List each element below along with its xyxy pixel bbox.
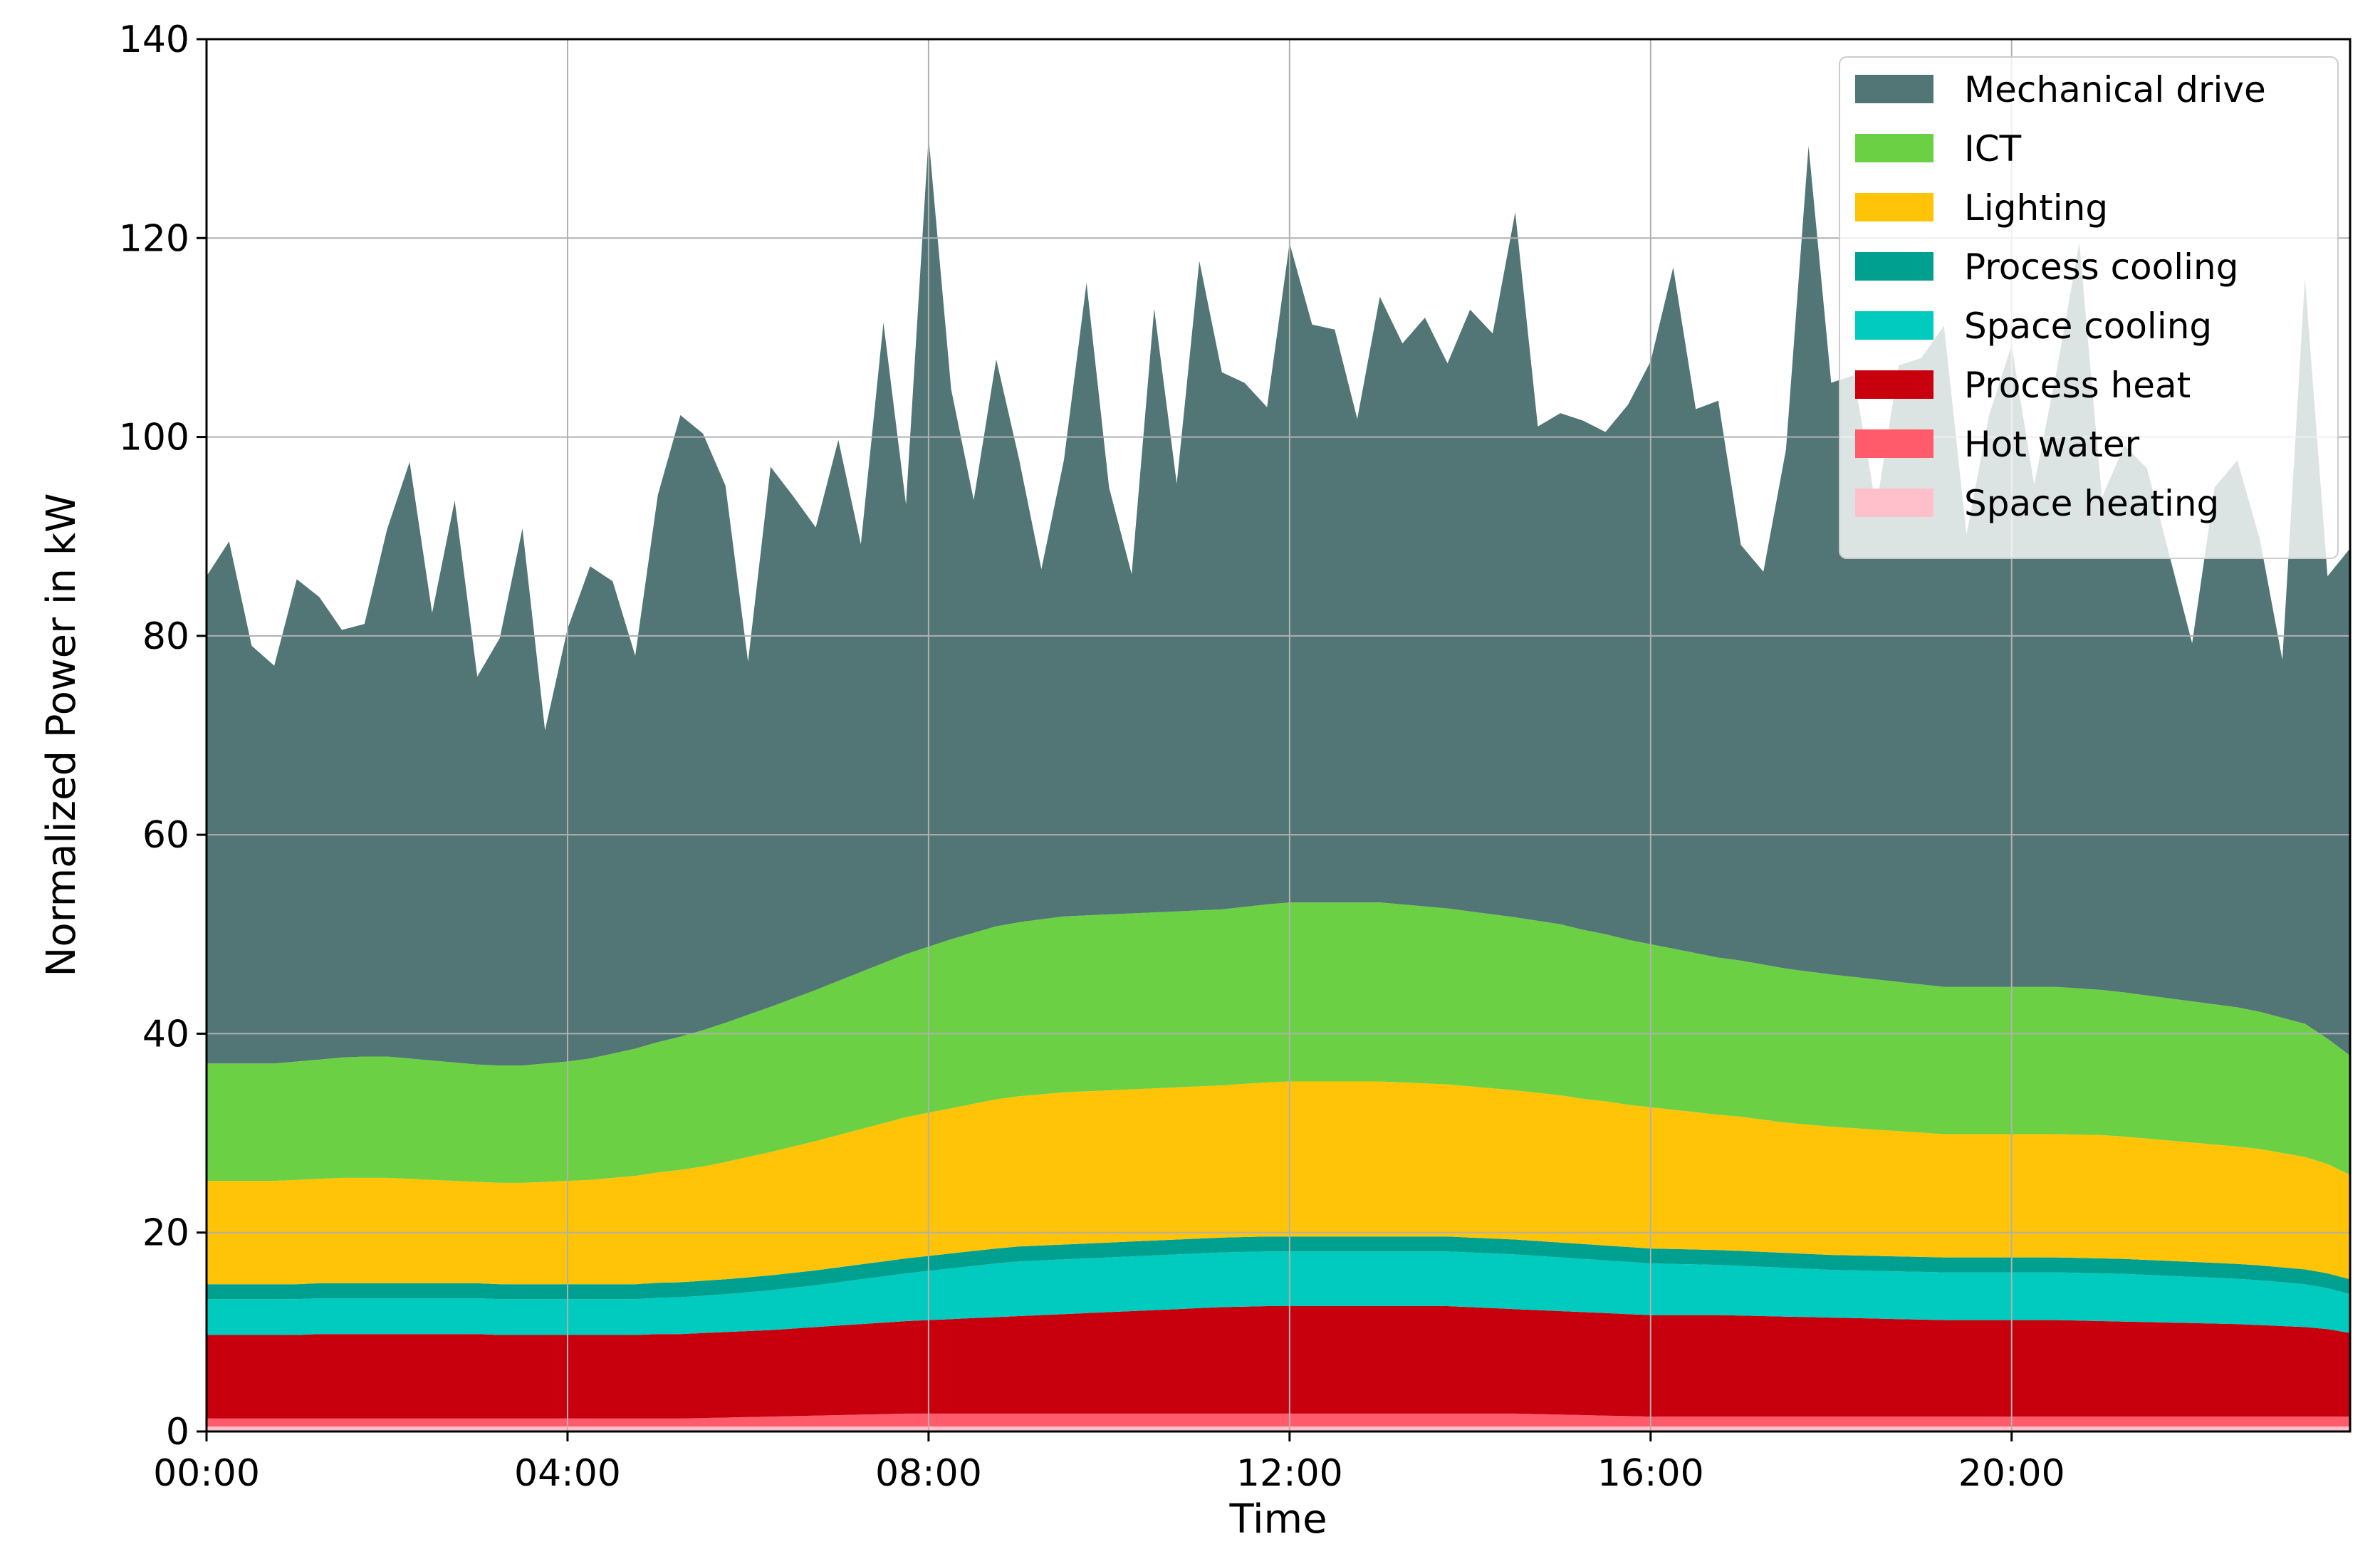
y-tick-label: 120 xyxy=(119,217,189,260)
y-tick-label: 100 xyxy=(119,417,189,459)
area-hot-water xyxy=(207,1413,2350,1426)
area-lighting xyxy=(207,1081,2350,1285)
legend-label: Process heat xyxy=(1964,365,2191,406)
y-axis-title: Normalized Power in kW xyxy=(38,493,85,976)
x-tick-label: 20:00 xyxy=(1958,1452,2065,1495)
legend-label: Lighting xyxy=(1964,187,2108,229)
y-tick-label: 140 xyxy=(119,19,189,61)
legend-swatch xyxy=(1855,429,1933,458)
legend-label: ICT xyxy=(1964,128,2022,169)
area-process-heat xyxy=(207,1306,2350,1419)
legend-swatch xyxy=(1855,370,1933,399)
x-axis-title: Time xyxy=(1228,1496,1327,1543)
x-tick-label: 00:00 xyxy=(153,1452,260,1495)
legend: Mechanical drive ICT Lighting Process cooli… xyxy=(1839,56,2339,559)
legend-swatch xyxy=(1855,252,1933,281)
area-space-cooling xyxy=(207,1251,2350,1335)
y-tick-label: 60 xyxy=(142,814,189,857)
legend-swatch xyxy=(1855,311,1933,340)
legend-swatch xyxy=(1855,75,1933,103)
plot-frame xyxy=(205,38,2352,1433)
area-space-heating xyxy=(207,1426,2350,1431)
y-tick-label: 40 xyxy=(142,1013,189,1055)
x-tick-label: 08:00 xyxy=(875,1452,982,1495)
legend-swatch xyxy=(1855,134,1933,162)
x-tick-label: 04:00 xyxy=(514,1452,621,1495)
y-tick-label: 0 xyxy=(166,1411,189,1454)
area-ict xyxy=(207,902,2350,1183)
y-tick-label: 20 xyxy=(142,1212,189,1255)
legend-box xyxy=(1839,56,2339,559)
legend-label: Process cooling xyxy=(1964,246,2238,288)
legend-swatch xyxy=(1855,193,1933,221)
x-tick-label: 12:00 xyxy=(1236,1452,1343,1495)
legend-label: Space cooling xyxy=(1964,306,2212,347)
legend-swatch xyxy=(1855,489,1933,517)
x-axis: 00:00 04:00 08:00 12:00 16:00 20:00 xyxy=(153,1431,2065,1495)
area-mechanical-drive xyxy=(207,137,2350,1066)
y-tick-label: 80 xyxy=(142,615,189,658)
x-tick-label: 16:00 xyxy=(1597,1452,1704,1495)
legend-label: Mechanical drive xyxy=(1964,69,2266,110)
y-axis: 0 20 40 60 80 100 120 140 xyxy=(119,19,207,1454)
area-process-cooling xyxy=(207,1236,2350,1300)
legend-label: Space heating xyxy=(1964,483,2219,524)
legend-label: Hot water xyxy=(1964,424,2140,465)
series-areas xyxy=(207,137,2350,1431)
